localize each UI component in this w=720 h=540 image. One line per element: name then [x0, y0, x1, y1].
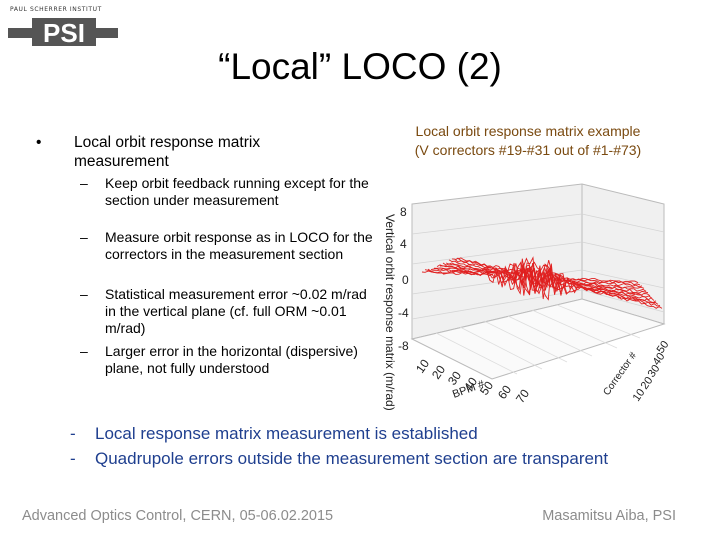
logo-institute-text: PAUL SCHERRER INSTITUT [10, 6, 102, 13]
main-bullet-text: Local orbit response matrix measurement [74, 134, 261, 170]
x-tick-label: 70 [513, 386, 532, 405]
y-tick-label: 50 [655, 339, 668, 356]
response-matrix-3d-plot: Vertical orbit response matrix (m/rad) 8… [383, 183, 668, 410]
figure-caption: Local orbit response matrix example (V c… [378, 122, 678, 160]
conclusion-text: Quadrupole errors outside the measuremen… [95, 449, 609, 468]
y-tick-label: 30 [646, 363, 663, 380]
z-tick-label: -8 [398, 339, 409, 353]
psi-logo-mark: PSI [8, 18, 118, 48]
response-curve [454, 257, 661, 307]
plot-floor [410, 298, 666, 380]
z-tick-label: -4 [398, 306, 409, 320]
footer-event: Advanced Optics Control, CERN, 05-06.02.… [22, 508, 334, 524]
z-axis-label: Vertical orbit response matrix (m/rad) [383, 214, 397, 410]
sub-bullet-text: Measure orbit response as in LOCO for th… [105, 229, 373, 263]
z-tick-label: 0 [402, 273, 409, 287]
y-tick-label: 10 [631, 387, 648, 404]
y-tick-label: 40 [651, 351, 668, 368]
sub-bullet-marker: – [80, 175, 88, 191]
footer-author: Masamitsu Aiba, PSI [542, 508, 676, 524]
bullet-marker: • [36, 134, 42, 151]
z-tick-label: 4 [400, 237, 407, 251]
y-axis-label: Corrector # [601, 350, 639, 398]
sub-bullet-marker: – [80, 286, 88, 302]
response-curve [442, 262, 653, 299]
z-tick-label: 8 [400, 205, 407, 219]
response-curve [445, 262, 655, 301]
response-curve [451, 258, 659, 305]
sub-bullet-text: Keep orbit feedback running except for t… [105, 175, 369, 209]
sub-bullet-text: Statistical measurement error ~0.02 m/ra… [105, 286, 367, 337]
psi-logo: PAUL SCHERRER INSTITUT PSI [8, 6, 118, 48]
sub-bullet-text: Larger error in the horizontal (dispersi… [105, 343, 358, 377]
figure-caption-line: (V correctors #19-#31 out of #1-#73) [414, 142, 642, 158]
y-tick-label: 20 [639, 375, 656, 392]
sub-bullet-marker: – [80, 343, 88, 359]
response-curve [448, 259, 657, 304]
figure-caption-line: Local orbit response matrix example [415, 123, 641, 139]
svg-text:PSI: PSI [43, 18, 85, 48]
x-tick-label: 60 [495, 382, 514, 401]
conclusion-marker: - [70, 424, 76, 443]
slide-title: “Local” LOCO (2) [218, 46, 502, 87]
response-curves [421, 256, 663, 309]
response-curve [457, 257, 663, 309]
conclusion-text: Local response matrix measurement is est… [95, 424, 478, 443]
sub-bullet-marker: – [80, 229, 88, 245]
conclusion-marker: - [70, 449, 76, 468]
